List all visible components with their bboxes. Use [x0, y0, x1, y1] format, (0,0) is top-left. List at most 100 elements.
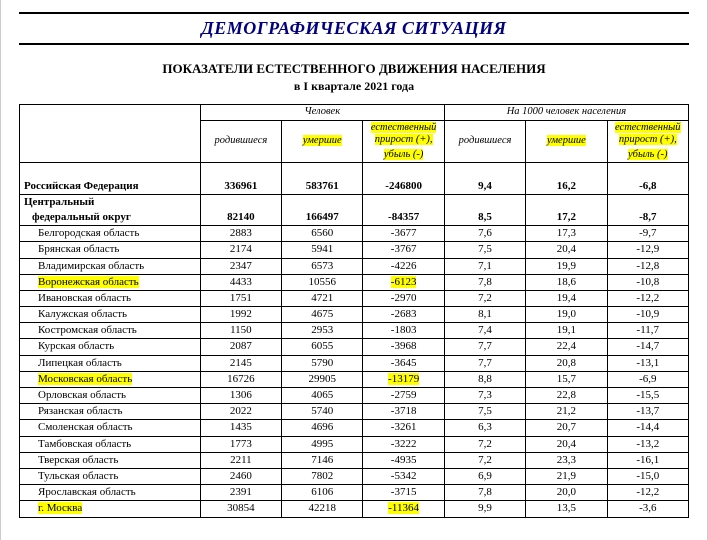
- cell-c3: -246800: [363, 179, 444, 195]
- cell-c3: -2759: [363, 388, 444, 404]
- cell-c1: 16726: [200, 371, 281, 387]
- region-name: Костромская область: [20, 323, 201, 339]
- cell-c4: 7,2: [444, 436, 525, 452]
- cell-c1: 1306: [200, 388, 281, 404]
- table-row: Рязанская область20225740-37187,521,2-13…: [20, 404, 689, 420]
- cell-c4: 7,8: [444, 485, 525, 501]
- cell-c5: [526, 194, 607, 210]
- region-name: Ивановская область: [20, 290, 201, 306]
- cell-c4: 9,9: [444, 501, 525, 517]
- cell-c3: -3677: [363, 226, 444, 242]
- table-row: Ярославская область23916106-37157,820,0-…: [20, 485, 689, 501]
- cell-c3: -3767: [363, 242, 444, 258]
- cell-c4: 7,5: [444, 404, 525, 420]
- table-row: г. Москва3085442218-113649,913,5-3,6: [20, 501, 689, 517]
- cell-c2: 4696: [282, 420, 363, 436]
- cell-c3: -2970: [363, 290, 444, 306]
- cell-c6: -14,4: [607, 420, 688, 436]
- cell-c2: 5740: [282, 404, 363, 420]
- cell-c4: 7,7: [444, 355, 525, 371]
- cell-c4: 6,3: [444, 420, 525, 436]
- cell-c5: 19,9: [526, 258, 607, 274]
- cell-c3: -3645: [363, 355, 444, 371]
- cell-c2: 7146: [282, 452, 363, 468]
- region-name: Воронежская область: [20, 274, 201, 290]
- cell-c5: 17,3: [526, 226, 607, 242]
- cell-c2: 4721: [282, 290, 363, 306]
- cell-c2: 6055: [282, 339, 363, 355]
- cell-c6: -6,9: [607, 371, 688, 387]
- cell-c2: 4675: [282, 307, 363, 323]
- cell-c4: 7,5: [444, 242, 525, 258]
- region-name: Тамбовская область: [20, 436, 201, 452]
- cell-c1: 2883: [200, 226, 281, 242]
- cell-c3: -3968: [363, 339, 444, 355]
- cell-c2: 7802: [282, 468, 363, 484]
- region-name: Тверская область: [20, 452, 201, 468]
- cell-c6: -15,0: [607, 468, 688, 484]
- cell-c6: -12,2: [607, 290, 688, 306]
- cell-c3: -11364: [363, 501, 444, 517]
- cell-c3: -2683: [363, 307, 444, 323]
- cell-c6: -12,8: [607, 258, 688, 274]
- cell-c4: 8,5: [444, 210, 525, 226]
- table-row: Брянская область21745941-37677,520,4-12,…: [20, 242, 689, 258]
- region-name: Белгородская область: [20, 226, 201, 242]
- table-row: Орловская область13064065-27597,322,8-15…: [20, 388, 689, 404]
- region-name: Рязанская область: [20, 404, 201, 420]
- cell-c5: 20,4: [526, 242, 607, 258]
- cell-c6: -6,8: [607, 179, 688, 195]
- cell-c5: 19,0: [526, 307, 607, 323]
- cell-c5: 16,2: [526, 179, 607, 195]
- page-title: ДЕМОГРАФИЧЕСКАЯ СИТУАЦИЯ: [19, 12, 689, 45]
- cell-c6: -12,9: [607, 242, 688, 258]
- cell-c1: 30854: [200, 501, 281, 517]
- cell-c2: 2953: [282, 323, 363, 339]
- table-row: Белгородская область28836560-36777,617,3…: [20, 226, 689, 242]
- cell-c2: 6560: [282, 226, 363, 242]
- table-row: Ивановская область17514721-29707,219,4-1…: [20, 290, 689, 306]
- cell-c5: 15,7: [526, 371, 607, 387]
- cell-c5: 18,6: [526, 274, 607, 290]
- cell-c3: -3715: [363, 485, 444, 501]
- cell-c6: -13,2: [607, 436, 688, 452]
- cell-c6: -13,1: [607, 355, 688, 371]
- cell-c5: 13,5: [526, 501, 607, 517]
- cell-c3: -3222: [363, 436, 444, 452]
- cell-c1: [200, 194, 281, 210]
- table-row: Воронежская область443310556-61237,818,6…: [20, 274, 689, 290]
- cell-c6: -12,2: [607, 485, 688, 501]
- cell-c1: 82140: [200, 210, 281, 226]
- cell-c3: -6123: [363, 274, 444, 290]
- table-row: Костромская область11502953-18037,419,1-…: [20, 323, 689, 339]
- table-row: Владимирская область23476573-42267,119,9…: [20, 258, 689, 274]
- table-row: Тамбовская область17734995-32227,220,4-1…: [20, 436, 689, 452]
- cell-c5: 20,0: [526, 485, 607, 501]
- table-row: Липецкая область21455790-36457,720,8-13,…: [20, 355, 689, 371]
- cell-c6: -10,8: [607, 274, 688, 290]
- cell-c4: [444, 194, 525, 210]
- cell-c2: 6106: [282, 485, 363, 501]
- cell-c5: 20,4: [526, 436, 607, 452]
- table-row: Калужская область19924675-26838,119,0-10…: [20, 307, 689, 323]
- cell-c1: 2347: [200, 258, 281, 274]
- cell-c4: 7,6: [444, 226, 525, 242]
- cell-c1: 2087: [200, 339, 281, 355]
- cell-c1: 2211: [200, 452, 281, 468]
- cell-c2: 4995: [282, 436, 363, 452]
- cell-c5: 23,3: [526, 452, 607, 468]
- cell-c1: 2022: [200, 404, 281, 420]
- table-body: Российская Федерация336961583761-2468009…: [20, 163, 689, 517]
- region-name: Брянская область: [20, 242, 201, 258]
- header-growth-2b: убыль (-): [607, 148, 688, 163]
- header-born-2: родившиеся: [444, 120, 525, 163]
- cell-c5: 20,8: [526, 355, 607, 371]
- cell-c3: -3718: [363, 404, 444, 420]
- subtitle-line-1: ПОКАЗАТЕЛИ ЕСТЕСТВЕННОГО ДВИЖЕНИЯ НАСЕЛЕ…: [19, 61, 689, 77]
- table-row: Центральный: [20, 194, 689, 210]
- cell-c4: 9,4: [444, 179, 525, 195]
- cell-c3: -13179: [363, 371, 444, 387]
- table-header: Человек На 1000 человек населения родивш…: [20, 105, 689, 163]
- demographics-table: Человек На 1000 человек населения родивш…: [19, 104, 689, 518]
- cell-c2: 166497: [282, 210, 363, 226]
